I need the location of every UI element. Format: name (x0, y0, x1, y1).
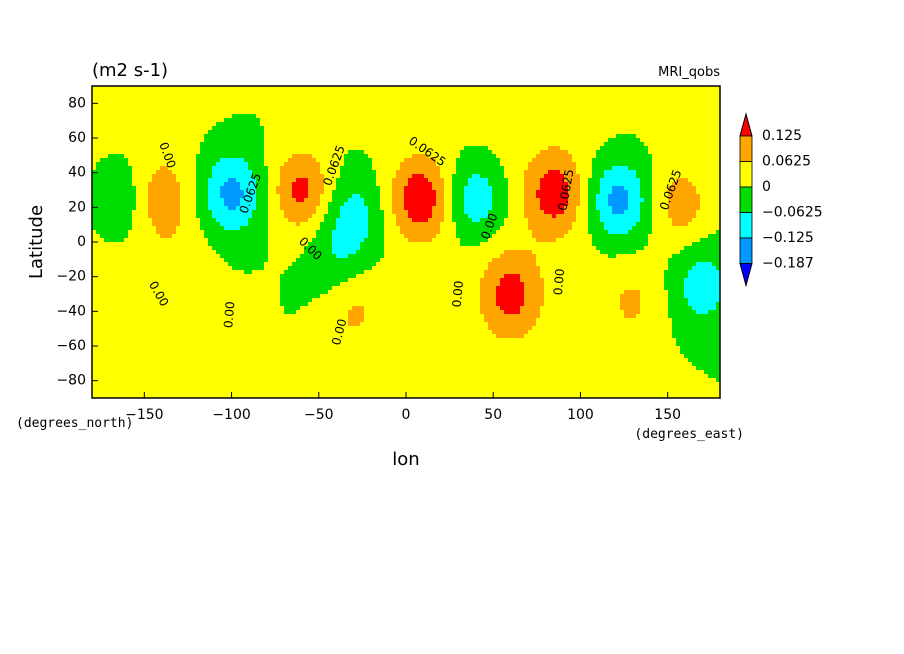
contour-label: 0.00 (450, 280, 466, 308)
x-axis-ticks: −150 −100 −50 0 50 100 150 (125, 392, 681, 423)
contour-label: 0.00 (221, 301, 237, 329)
y-axis-label: Latitude (26, 205, 47, 279)
y-axis-ticks: 80 60 40 20 0 −20 −40 −60 −80 (56, 95, 98, 389)
colorbar-label: −0.125 (762, 230, 814, 246)
y-tick-label: 20 (68, 199, 86, 215)
colorbar-label: 0 (762, 179, 771, 195)
x-tick-label: 100 (567, 407, 594, 423)
y-tick-label: 40 (68, 165, 86, 181)
colorbar-bottom-arrow (739, 263, 753, 288)
colorbar-label: 0.0625 (762, 154, 811, 170)
y-tick-label: 60 (68, 130, 86, 146)
x-tick-label: −100 (212, 407, 250, 423)
colorbar-label: −0.187 (762, 256, 814, 272)
x-tick-label: −150 (125, 407, 163, 423)
y-tick-label: 0 (77, 234, 86, 250)
contour-label: 0.00 (551, 268, 567, 296)
contour-label: 0.00 (329, 317, 349, 346)
y-tick-label: 80 (68, 95, 86, 111)
chart-subtitle: MRI_qobs (658, 65, 720, 80)
colorbar-segment (739, 135, 753, 162)
x-axis-label: lon (392, 449, 419, 470)
colorbar-segment (739, 186, 753, 213)
colorbar-top-arrow (739, 112, 753, 137)
y-tick-label: −80 (56, 373, 86, 389)
colorbar-label: −0.0625 (762, 205, 823, 221)
chart-title: (m2 s-1) (92, 60, 168, 81)
x-tick-label: 0 (402, 407, 411, 423)
colorbar-segment (739, 161, 753, 188)
x-tick-label: 50 (484, 407, 502, 423)
y-axis-unit: (degrees_north) (16, 416, 133, 431)
y-tick-label: −20 (56, 269, 86, 285)
y-tick-label: −40 (56, 303, 86, 319)
colorbar: 0.125 0.0625 0 −0.0625 −0.125 −0.187 (739, 112, 823, 288)
y-tick-label: −60 (56, 338, 86, 354)
colorbar-segment (739, 212, 753, 239)
colorbar-label: 0.125 (762, 128, 802, 144)
colorbar-segment (739, 237, 753, 264)
x-axis-unit: (degrees_east) (634, 427, 744, 442)
x-tick-label: 150 (654, 407, 681, 423)
contour-fill (92, 86, 720, 398)
x-tick-label: −50 (304, 407, 334, 423)
